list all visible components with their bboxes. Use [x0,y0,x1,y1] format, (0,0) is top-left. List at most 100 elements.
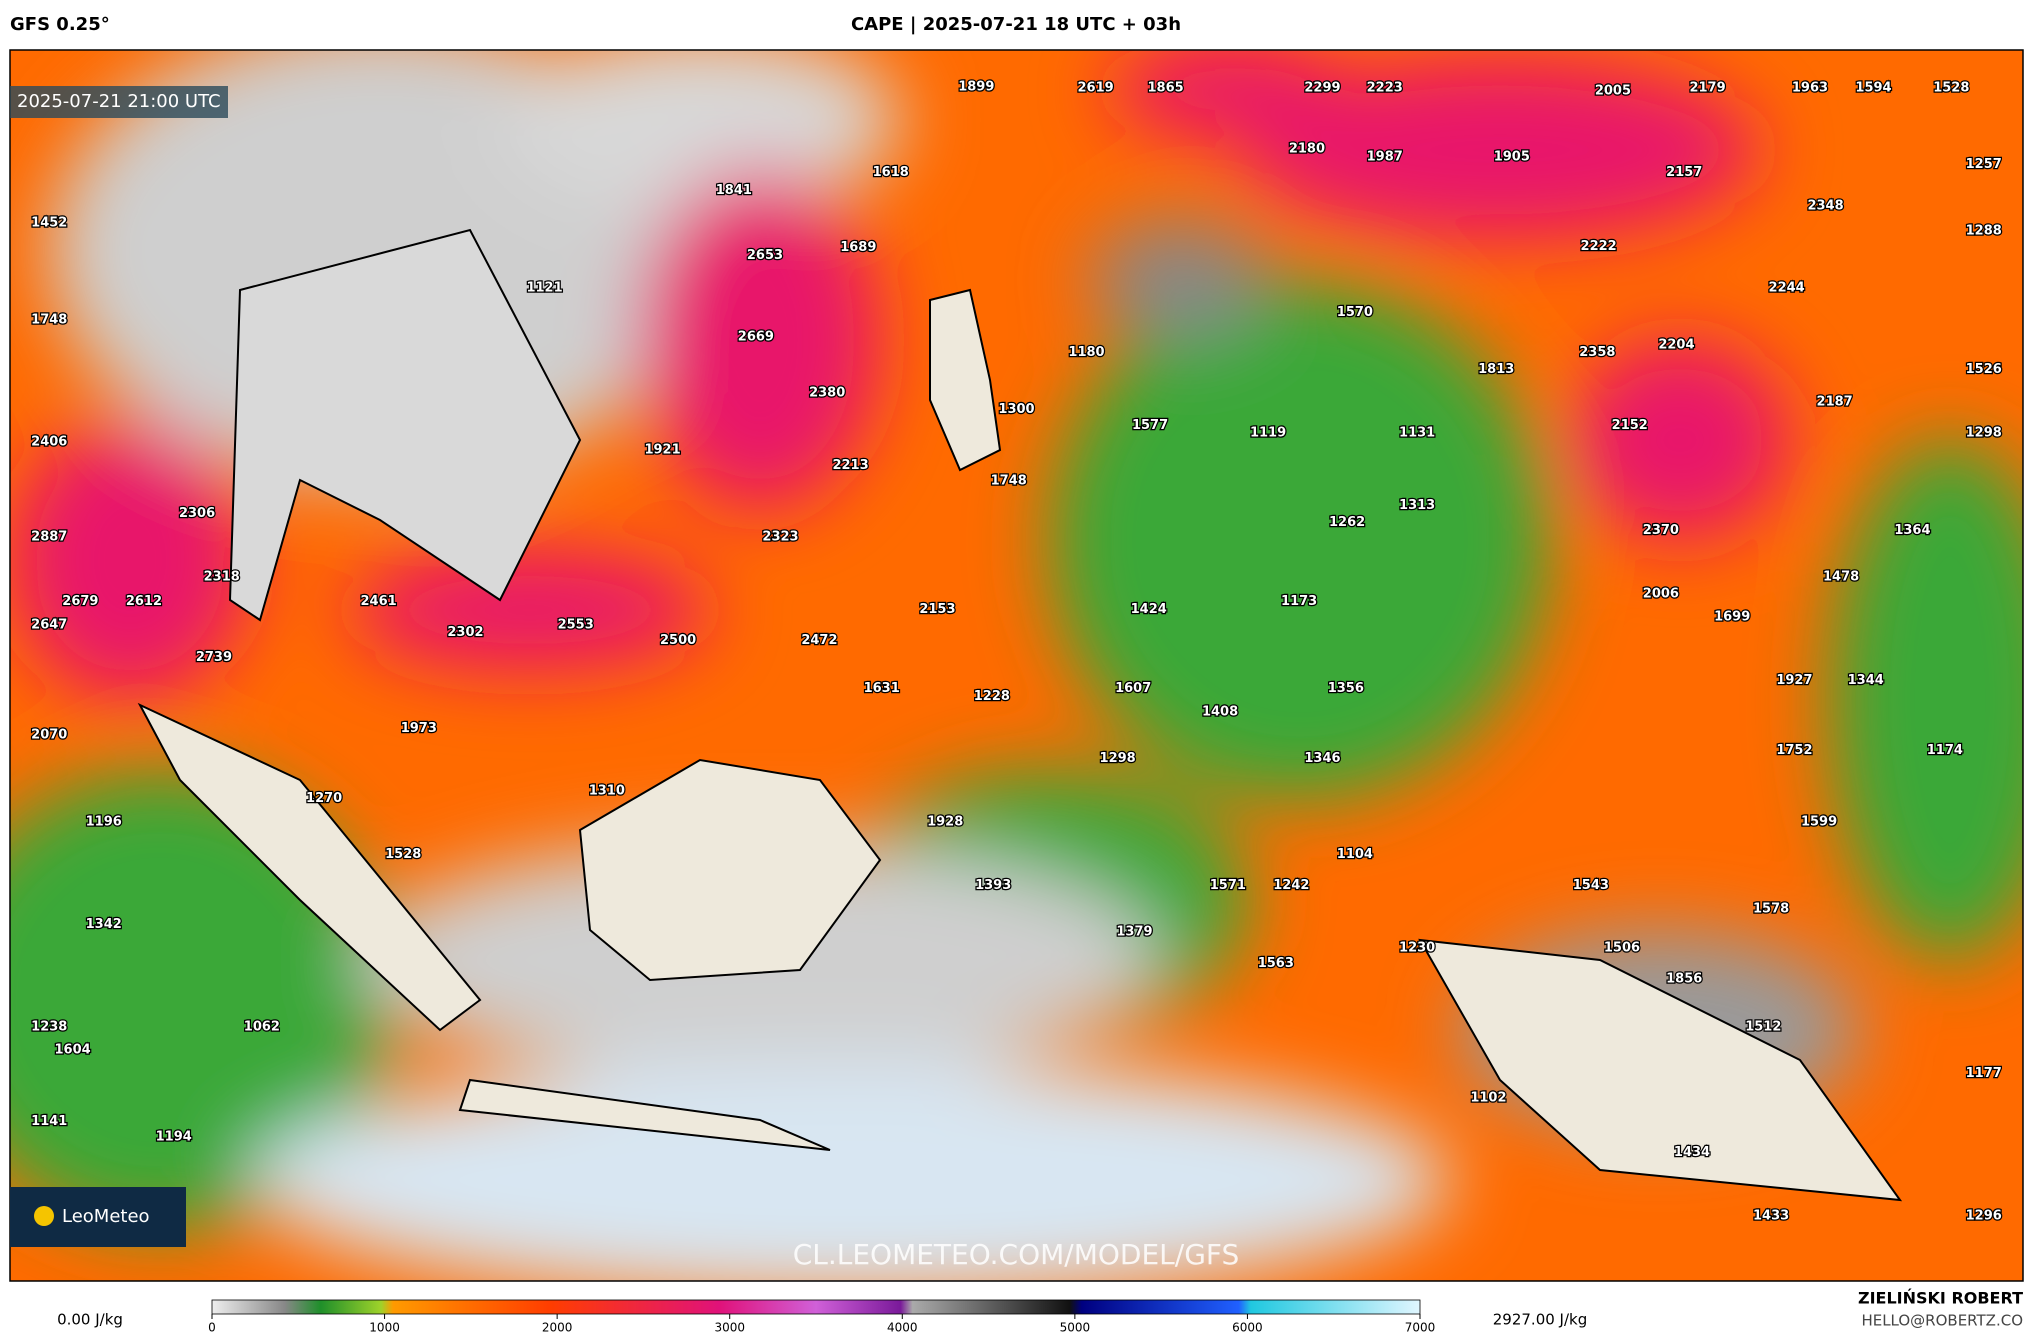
cape-label: 2180 [1289,142,1325,157]
cape-label: 1393 [975,878,1011,893]
cape-label: 1238 [31,1019,67,1034]
cape-label: 2619 [1077,81,1113,96]
cape-label: 1346 [1304,751,1340,766]
cape-label: 1121 [526,280,562,295]
cape-label: 1689 [840,240,876,255]
cape-label: 2500 [660,633,696,648]
cape-label: 1230 [1399,940,1435,955]
cape-label: 1963 [1792,81,1828,96]
cape-label: 2306 [179,506,215,521]
logo-sun [34,1206,54,1226]
cape-label: 1571 [1210,878,1246,893]
cape-label: 1563 [1258,956,1294,971]
colorbar-tick-label: 3000 [714,1321,745,1335]
cape-label: 1604 [55,1043,91,1058]
cape-label: 1262 [1329,515,1365,530]
cape-label: 2005 [1595,83,1631,98]
colorbar-tick-label: 5000 [1060,1321,1091,1335]
cape-label: 1594 [1855,81,1891,96]
cape-label: 2302 [447,625,483,640]
cape-label: 1196 [86,815,122,830]
cape-label: 1987 [1367,149,1403,164]
cape-label: 2406 [31,435,67,450]
cape-label: 1865 [1148,81,1184,96]
cape-label: 1856 [1666,971,1702,986]
cape-label: 2179 [1689,81,1725,96]
cape-labels: 1899 2619 1865 2299 2223 2005 2179 1963 1594 1528… [30,78,2003,1225]
cape-label: 2213 [832,458,868,473]
cape-label: 1062 [244,1019,280,1034]
cape-label: 2204 [1658,337,1694,352]
cape-label: 2380 [809,385,845,400]
cape-label: 1899 [958,79,994,94]
cape-label: 1174 [1927,743,1963,758]
cape-label: 1344 [1848,673,1884,688]
cape-label: 1424 [1131,602,1167,617]
cape-label: 2153 [919,602,955,617]
cape-label: 1927 [1776,673,1812,688]
title: CAPE | 2025-07-21 18 UTC + 03h [851,14,1181,35]
cape-label: 1631 [864,681,900,696]
cape-label: 2653 [747,248,783,263]
cape-label: 2070 [31,728,67,743]
colorbar-tick-label: 7000 [1405,1321,1436,1335]
cape-label: 2006 [1643,586,1679,601]
cape-label: 1141 [31,1114,67,1129]
colorbar-tick-label: 6000 [1232,1321,1263,1335]
cape-label: 1180 [1068,345,1104,360]
cape-label: 1356 [1328,681,1364,696]
cape-label: 1119 [1250,426,1286,441]
cape-label: 1528 [1933,81,1969,96]
cape-label: 2152 [1612,418,1648,433]
cape-label: 1433 [1753,1209,1789,1224]
cape-label: 1364 [1894,523,1930,538]
cape-label: 2647 [31,617,67,632]
cape-label: 2318 [204,569,240,584]
cape-label: 1578 [1753,901,1789,916]
cape-label: 2348 [1807,199,1843,214]
cape-label: 1813 [1478,362,1514,377]
cape-label: 1131 [1399,426,1435,441]
cape-label: 1298 [1966,426,2002,441]
cape-label: 1452 [31,216,67,231]
cape-label: 1300 [998,402,1034,417]
cape-label: 2187 [1817,394,1853,409]
cape-label: 1748 [31,313,67,328]
cape-label: 1752 [1776,743,1812,758]
map-field: CL.LEOMETEO.COM/MODEL/GFS [10,50,2023,1281]
cape-label: 2358 [1579,345,1615,360]
cape-label: 1434 [1674,1145,1710,1160]
cape-label: 1699 [1714,610,1750,625]
cape-label: 2679 [62,594,98,609]
cape-label: 2612 [126,594,162,609]
cape-label: 2323 [762,529,798,544]
cape-label: 2370 [1643,523,1679,538]
author: ZIELIŃSKI ROBERT [1858,1289,2023,1308]
cape-label: 2222 [1581,239,1617,254]
cape-label: 1242 [1273,878,1309,893]
cape-label: 1194 [156,1130,192,1145]
cape-label: 1270 [306,791,342,806]
cape-label: 1408 [1202,704,1238,719]
cape-label: 1928 [927,815,963,830]
colorbar-max: 2927.00 J/kg [1493,1311,1587,1329]
cape-label: 1104 [1337,847,1373,862]
email: HELLO@ROBERTZ.CO [1861,1312,2023,1330]
map-frame [9,49,2024,1282]
cape-label: 1577 [1132,418,1168,433]
cape-label: 1298 [1100,751,1136,766]
cape-label: 2299 [1304,81,1340,96]
cape-label: 1841 [716,183,752,198]
cape-label: 1973 [401,721,437,736]
cape-label: 1478 [1823,569,1859,584]
cape-label: 2223 [1367,81,1403,96]
colorbar-tick-label: 4000 [887,1321,918,1335]
cape-label: 1570 [1337,305,1373,320]
cape-label: 1228 [974,689,1010,704]
logo: LeoMeteo [62,1206,150,1227]
cape-label: 1748 [991,474,1027,489]
colorbar-tick-label: 0 [208,1321,216,1335]
cape-label: 1543 [1573,878,1609,893]
cape-label: 1618 [873,165,909,180]
